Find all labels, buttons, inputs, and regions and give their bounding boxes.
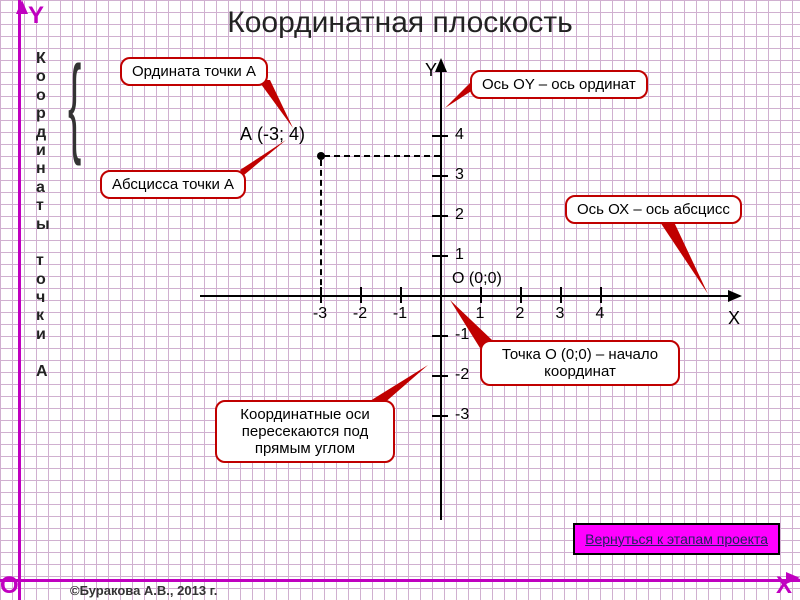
tick-label-y: 4 — [455, 126, 464, 144]
tick-x — [560, 287, 562, 303]
callout-ox-tail — [660, 222, 710, 297]
tick-label-x: 2 — [516, 305, 525, 323]
tick-y — [432, 135, 448, 137]
callout-abscissa: Абсцисса точки А — [100, 170, 246, 199]
callout-perpendicular: Координатные оси пересекаются под прямым… — [215, 400, 395, 463]
inner-axis-y — [440, 60, 442, 520]
page-axis-x — [0, 579, 800, 582]
dashed-horizontal — [324, 155, 440, 157]
callout-perp-tail — [370, 365, 430, 405]
tick-label-x: 3 — [556, 305, 565, 323]
page-axis-x-label: X — [776, 572, 792, 600]
callout-ox-axis: Ось ОХ – ось абсцисс — [565, 195, 742, 224]
vertical-label: К о о р д и н а т ы т о ч к и А — [36, 50, 50, 381]
copyright: ©Буракова А.В., 2013 г. — [70, 583, 217, 598]
page-axis-y — [18, 0, 21, 600]
tick-label-y: -2 — [455, 366, 469, 384]
tick-x — [320, 287, 322, 303]
tick-x — [400, 287, 402, 303]
callout-abscissa-tail — [240, 140, 290, 175]
tick-x — [520, 287, 522, 303]
tick-y — [432, 335, 448, 337]
inner-axis-x-arrow — [728, 290, 742, 302]
callout-oy-axis: Ось OY – ось ординат — [470, 70, 648, 99]
tick-y — [432, 375, 448, 377]
tick-label-x: -1 — [393, 305, 407, 323]
tick-label-x: 4 — [596, 305, 605, 323]
tick-y — [432, 415, 448, 417]
tick-label-y: 2 — [455, 206, 464, 224]
inner-axis-x-label: X — [728, 308, 740, 329]
dashed-vertical — [320, 160, 322, 295]
tick-label-y: -3 — [455, 406, 469, 424]
brace-icon: { — [68, 50, 81, 160]
tick-y — [432, 255, 448, 257]
origin-label: O (0;0) — [452, 270, 502, 288]
tick-y — [432, 215, 448, 217]
tick-x — [600, 287, 602, 303]
callout-origin: Точка О (0;0) – начало координат — [480, 340, 680, 386]
slide-title: Координатная плоскость — [0, 6, 800, 40]
tick-label-y: 1 — [455, 246, 464, 264]
return-button[interactable]: Вернуться к этапам проекта — [573, 523, 780, 555]
tick-y — [432, 175, 448, 177]
callout-ordinate-tail — [258, 80, 298, 130]
tick-x — [360, 287, 362, 303]
inner-axis-y-label: Y — [425, 60, 437, 81]
tick-label-x: -2 — [353, 305, 367, 323]
tick-label-y: 3 — [455, 166, 464, 184]
tick-label-x: -3 — [313, 305, 327, 323]
callout-ordinate: Ордината точки А — [120, 57, 268, 86]
inner-axis-x — [200, 295, 740, 297]
page-origin-label: O — [0, 572, 19, 600]
